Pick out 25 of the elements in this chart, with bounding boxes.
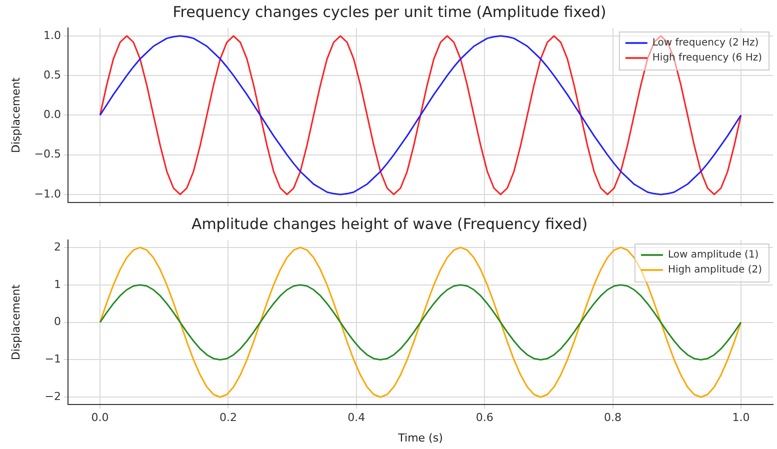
y-tick-label: 0.5 xyxy=(44,68,61,82)
y-tick-label: 1 xyxy=(54,278,61,291)
y-tick-label: 1.0 xyxy=(44,28,61,42)
y-axis-title: Displacement xyxy=(9,284,22,360)
y-tick-label: −1 xyxy=(44,352,61,366)
y-tick-label: 2 xyxy=(54,240,61,254)
x-tick-label: 0.4 xyxy=(348,411,366,424)
y-axis-title: Displacement xyxy=(9,76,22,154)
x-tick-label: 1.0 xyxy=(732,411,750,424)
legend-label: High amplitude (2) xyxy=(668,264,762,276)
x-tick-label: 0.2 xyxy=(219,411,237,424)
x-axis-title: Time (s) xyxy=(397,431,443,444)
legend-label: High frequency (6 Hz) xyxy=(652,52,762,64)
y-tick-label: 0 xyxy=(54,315,61,328)
x-tick-label: 0.6 xyxy=(476,411,494,424)
y-tick-label: −2 xyxy=(44,390,61,403)
y-tick-label: 0.0 xyxy=(44,108,61,122)
y-tick-label: −0.5 xyxy=(34,148,61,161)
legend-label: Low amplitude (1) xyxy=(668,250,759,261)
legend-label: Low frequency (2 Hz) xyxy=(652,38,759,49)
x-tick-label: 0.0 xyxy=(91,411,109,424)
x-tick-label: 0.8 xyxy=(604,411,622,424)
chart-title: Amplitude changes height of wave (Frequency fixed) xyxy=(191,214,588,233)
chart-title: Frequency changes cycles per unit time (Amplitude fixed) xyxy=(172,2,606,21)
y-tick-label: −1.0 xyxy=(34,187,61,200)
